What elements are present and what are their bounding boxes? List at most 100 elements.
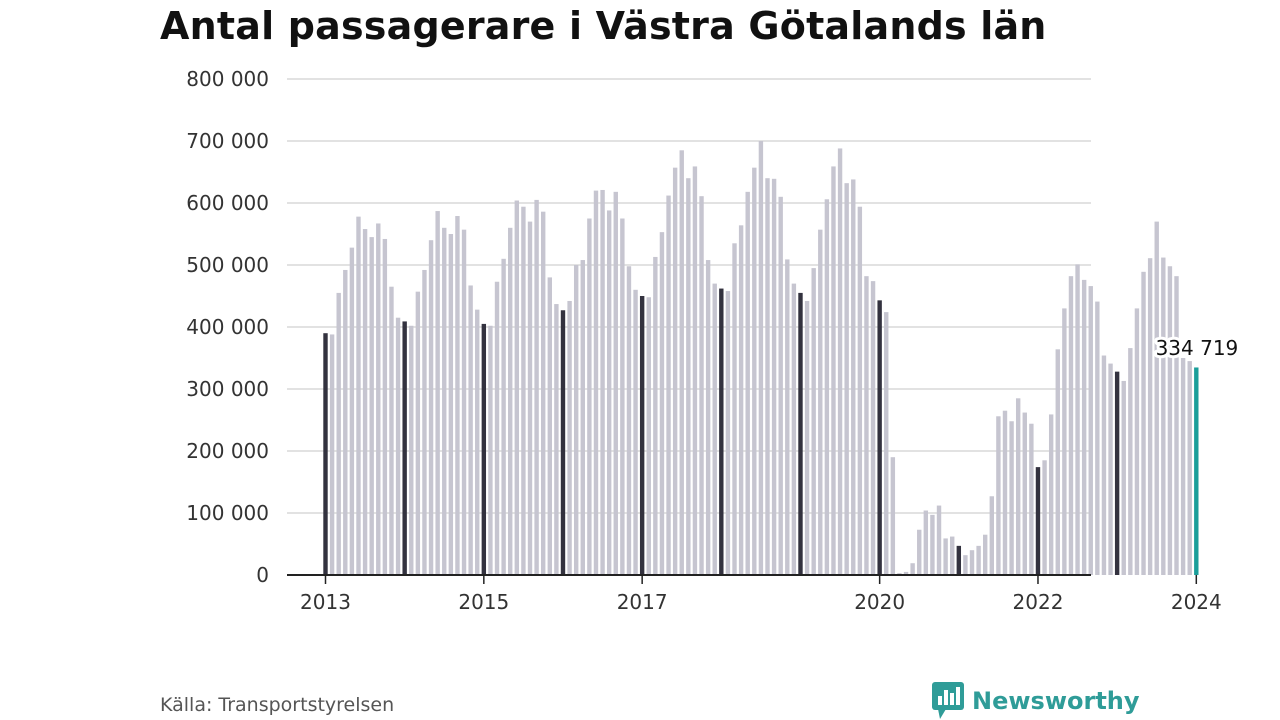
bar <box>989 496 994 575</box>
bar <box>1095 301 1100 575</box>
bar <box>844 183 849 575</box>
bar <box>514 200 520 575</box>
bar <box>362 229 368 576</box>
bar <box>1002 410 1008 575</box>
bar <box>818 229 823 575</box>
bar <box>626 266 632 575</box>
newsworthy-logo-icon <box>932 682 964 719</box>
y-tick-label: 800 000 <box>186 67 269 91</box>
bar <box>508 227 513 576</box>
bar <box>1081 279 1087 575</box>
bar <box>653 256 658 575</box>
bar <box>1022 412 1027 575</box>
bar <box>910 563 915 575</box>
bar <box>461 229 467 575</box>
y-tick-label: 100 000 <box>186 501 269 525</box>
bar <box>329 334 335 575</box>
bar <box>1062 308 1067 575</box>
bar <box>679 150 684 576</box>
y-tick-label: 600 000 <box>186 191 269 215</box>
bar <box>950 536 955 575</box>
bar <box>534 199 539 575</box>
bar <box>857 206 863 575</box>
bar <box>620 218 625 575</box>
bar <box>738 225 744 575</box>
bar <box>639 296 645 575</box>
bar <box>983 534 988 575</box>
bar <box>745 191 750 575</box>
bar <box>884 312 889 575</box>
bar <box>475 309 480 575</box>
x-tick-label: 2015 <box>458 590 509 614</box>
bar <box>1035 467 1041 575</box>
bar <box>501 258 506 575</box>
bar <box>448 234 454 575</box>
bar <box>877 300 882 575</box>
bar <box>349 247 355 575</box>
bar <box>672 167 678 575</box>
bar <box>1101 355 1107 575</box>
bar <box>435 211 440 575</box>
bar <box>580 260 585 575</box>
bar <box>343 269 348 575</box>
bar <box>428 240 434 575</box>
bar <box>554 304 559 575</box>
bar <box>824 199 830 575</box>
brand-name: Newsworthy <box>972 687 1140 715</box>
bar <box>382 238 388 575</box>
bar <box>956 545 962 575</box>
bar <box>1147 258 1153 575</box>
bar <box>521 206 526 575</box>
bar <box>1121 380 1126 575</box>
bar <box>1167 266 1173 575</box>
bar <box>573 265 579 575</box>
bar <box>725 291 731 575</box>
y-tick-label: 0 <box>256 563 269 587</box>
bar <box>923 510 929 575</box>
bar <box>587 218 592 575</box>
bar <box>409 325 414 575</box>
bar <box>1161 257 1166 575</box>
bar <box>356 216 361 575</box>
bar <box>765 178 770 575</box>
bar <box>1042 460 1047 575</box>
y-axis-tick-labels: 0 100 000 200 000 300 000 400 000 500 000 600 … <box>186 67 269 587</box>
bar <box>1015 398 1021 575</box>
bar <box>666 195 671 575</box>
bar <box>1029 423 1034 575</box>
bar <box>1141 271 1146 575</box>
bar <box>831 166 836 576</box>
bars <box>323 141 1199 576</box>
bar <box>455 216 460 575</box>
bar <box>1174 276 1179 575</box>
bar <box>541 211 546 575</box>
brand-logo[interactable]: Newsworthy <box>932 682 1140 720</box>
bar <box>943 538 948 575</box>
latest-value-label: 334 719 <box>1156 336 1239 360</box>
bar <box>890 457 896 575</box>
bar <box>778 196 783 576</box>
bar <box>600 189 605 576</box>
bar <box>494 281 500 575</box>
bar <box>1055 349 1060 575</box>
bar <box>560 310 566 575</box>
bar <box>369 237 374 575</box>
y-tick-label: 200 000 <box>186 439 269 463</box>
y-tick-label: 300 000 <box>186 377 269 401</box>
bar <box>996 416 1001 575</box>
bar <box>613 191 618 575</box>
bar <box>1180 358 1186 575</box>
y-tick-label: 400 000 <box>186 315 269 339</box>
bar <box>527 221 533 575</box>
bar <box>488 325 493 575</box>
bar <box>1134 308 1140 575</box>
bar <box>481 323 487 575</box>
bar <box>1088 286 1093 575</box>
bar <box>870 281 876 575</box>
bar <box>699 196 704 575</box>
bar <box>336 292 341 575</box>
bar <box>936 505 942 575</box>
bar <box>732 243 737 576</box>
bar <box>1009 421 1014 575</box>
